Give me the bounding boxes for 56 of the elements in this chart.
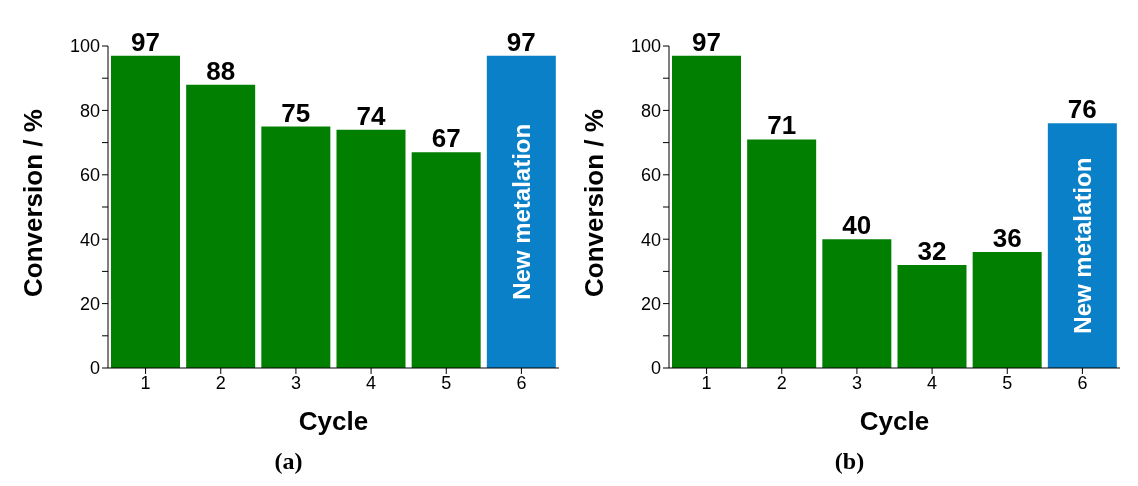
- y-tick-label: 80: [79, 100, 100, 121]
- data-label: 75: [281, 97, 311, 128]
- x-axis-title: Cycle: [298, 406, 369, 436]
- x-axis-title: Cycle: [859, 406, 930, 436]
- bar: [411, 152, 481, 368]
- data-label: 97: [131, 26, 160, 57]
- data-label: 97: [506, 26, 536, 57]
- text: (a): [274, 448, 303, 475]
- data-label: 74: [356, 100, 386, 131]
- x-tick-label: 3: [290, 372, 301, 393]
- data-label: 40: [842, 210, 872, 241]
- x-tick-label: 2: [215, 372, 226, 393]
- y-tick-label: 40: [640, 229, 661, 250]
- bar: [822, 239, 892, 368]
- x-tick-label: 4: [927, 372, 938, 393]
- annotation: New metalation: [1068, 157, 1096, 334]
- bar: [336, 129, 406, 368]
- data-label: 32: [917, 235, 947, 266]
- bar: [111, 55, 180, 368]
- y-axis-title: Conversion / %: [18, 109, 49, 297]
- y-axis-title: Conversion / %: [579, 109, 610, 297]
- data-label: 97: [692, 26, 721, 57]
- bar: [186, 84, 256, 368]
- bar: [486, 55, 556, 368]
- x-tick-label: 6: [1077, 372, 1088, 393]
- x-tick-label: 1: [701, 372, 712, 393]
- data-label: 67: [431, 123, 461, 154]
- x-tick-label: 3: [851, 372, 862, 393]
- bar: [972, 252, 1042, 368]
- data-label: 71: [767, 110, 797, 141]
- y-tick-label: 0: [650, 358, 661, 379]
- x-tick-label: 6: [516, 372, 527, 393]
- bar: [747, 139, 817, 368]
- x-tick-label: 5: [1002, 372, 1013, 393]
- bar: [261, 126, 331, 368]
- y-tick-label: 40: [79, 229, 100, 250]
- x-tick-label: 1: [140, 372, 151, 393]
- y-tick-label: 20: [79, 293, 100, 314]
- data-label: 36: [992, 223, 1022, 254]
- bar: [672, 55, 741, 368]
- data-label: 88: [206, 55, 236, 86]
- bar: [1047, 123, 1117, 368]
- y-tick-label: 80: [640, 100, 661, 121]
- y-tick-label: 0: [89, 358, 100, 379]
- data-label: 76: [1067, 94, 1097, 125]
- x-tick-label: 4: [366, 372, 377, 393]
- annotation: New metalation: [507, 123, 535, 300]
- x-tick-label: 2: [776, 372, 787, 393]
- y-tick-label: 100: [69, 36, 100, 57]
- y-tick-label: 60: [79, 165, 100, 186]
- y-tick-label: 60: [640, 165, 661, 186]
- text: (b): [834, 448, 865, 475]
- y-tick-label: 20: [640, 293, 661, 314]
- x-tick-label: 5: [441, 372, 452, 393]
- y-tick-label: 100: [630, 36, 661, 57]
- bar: [897, 264, 967, 368]
